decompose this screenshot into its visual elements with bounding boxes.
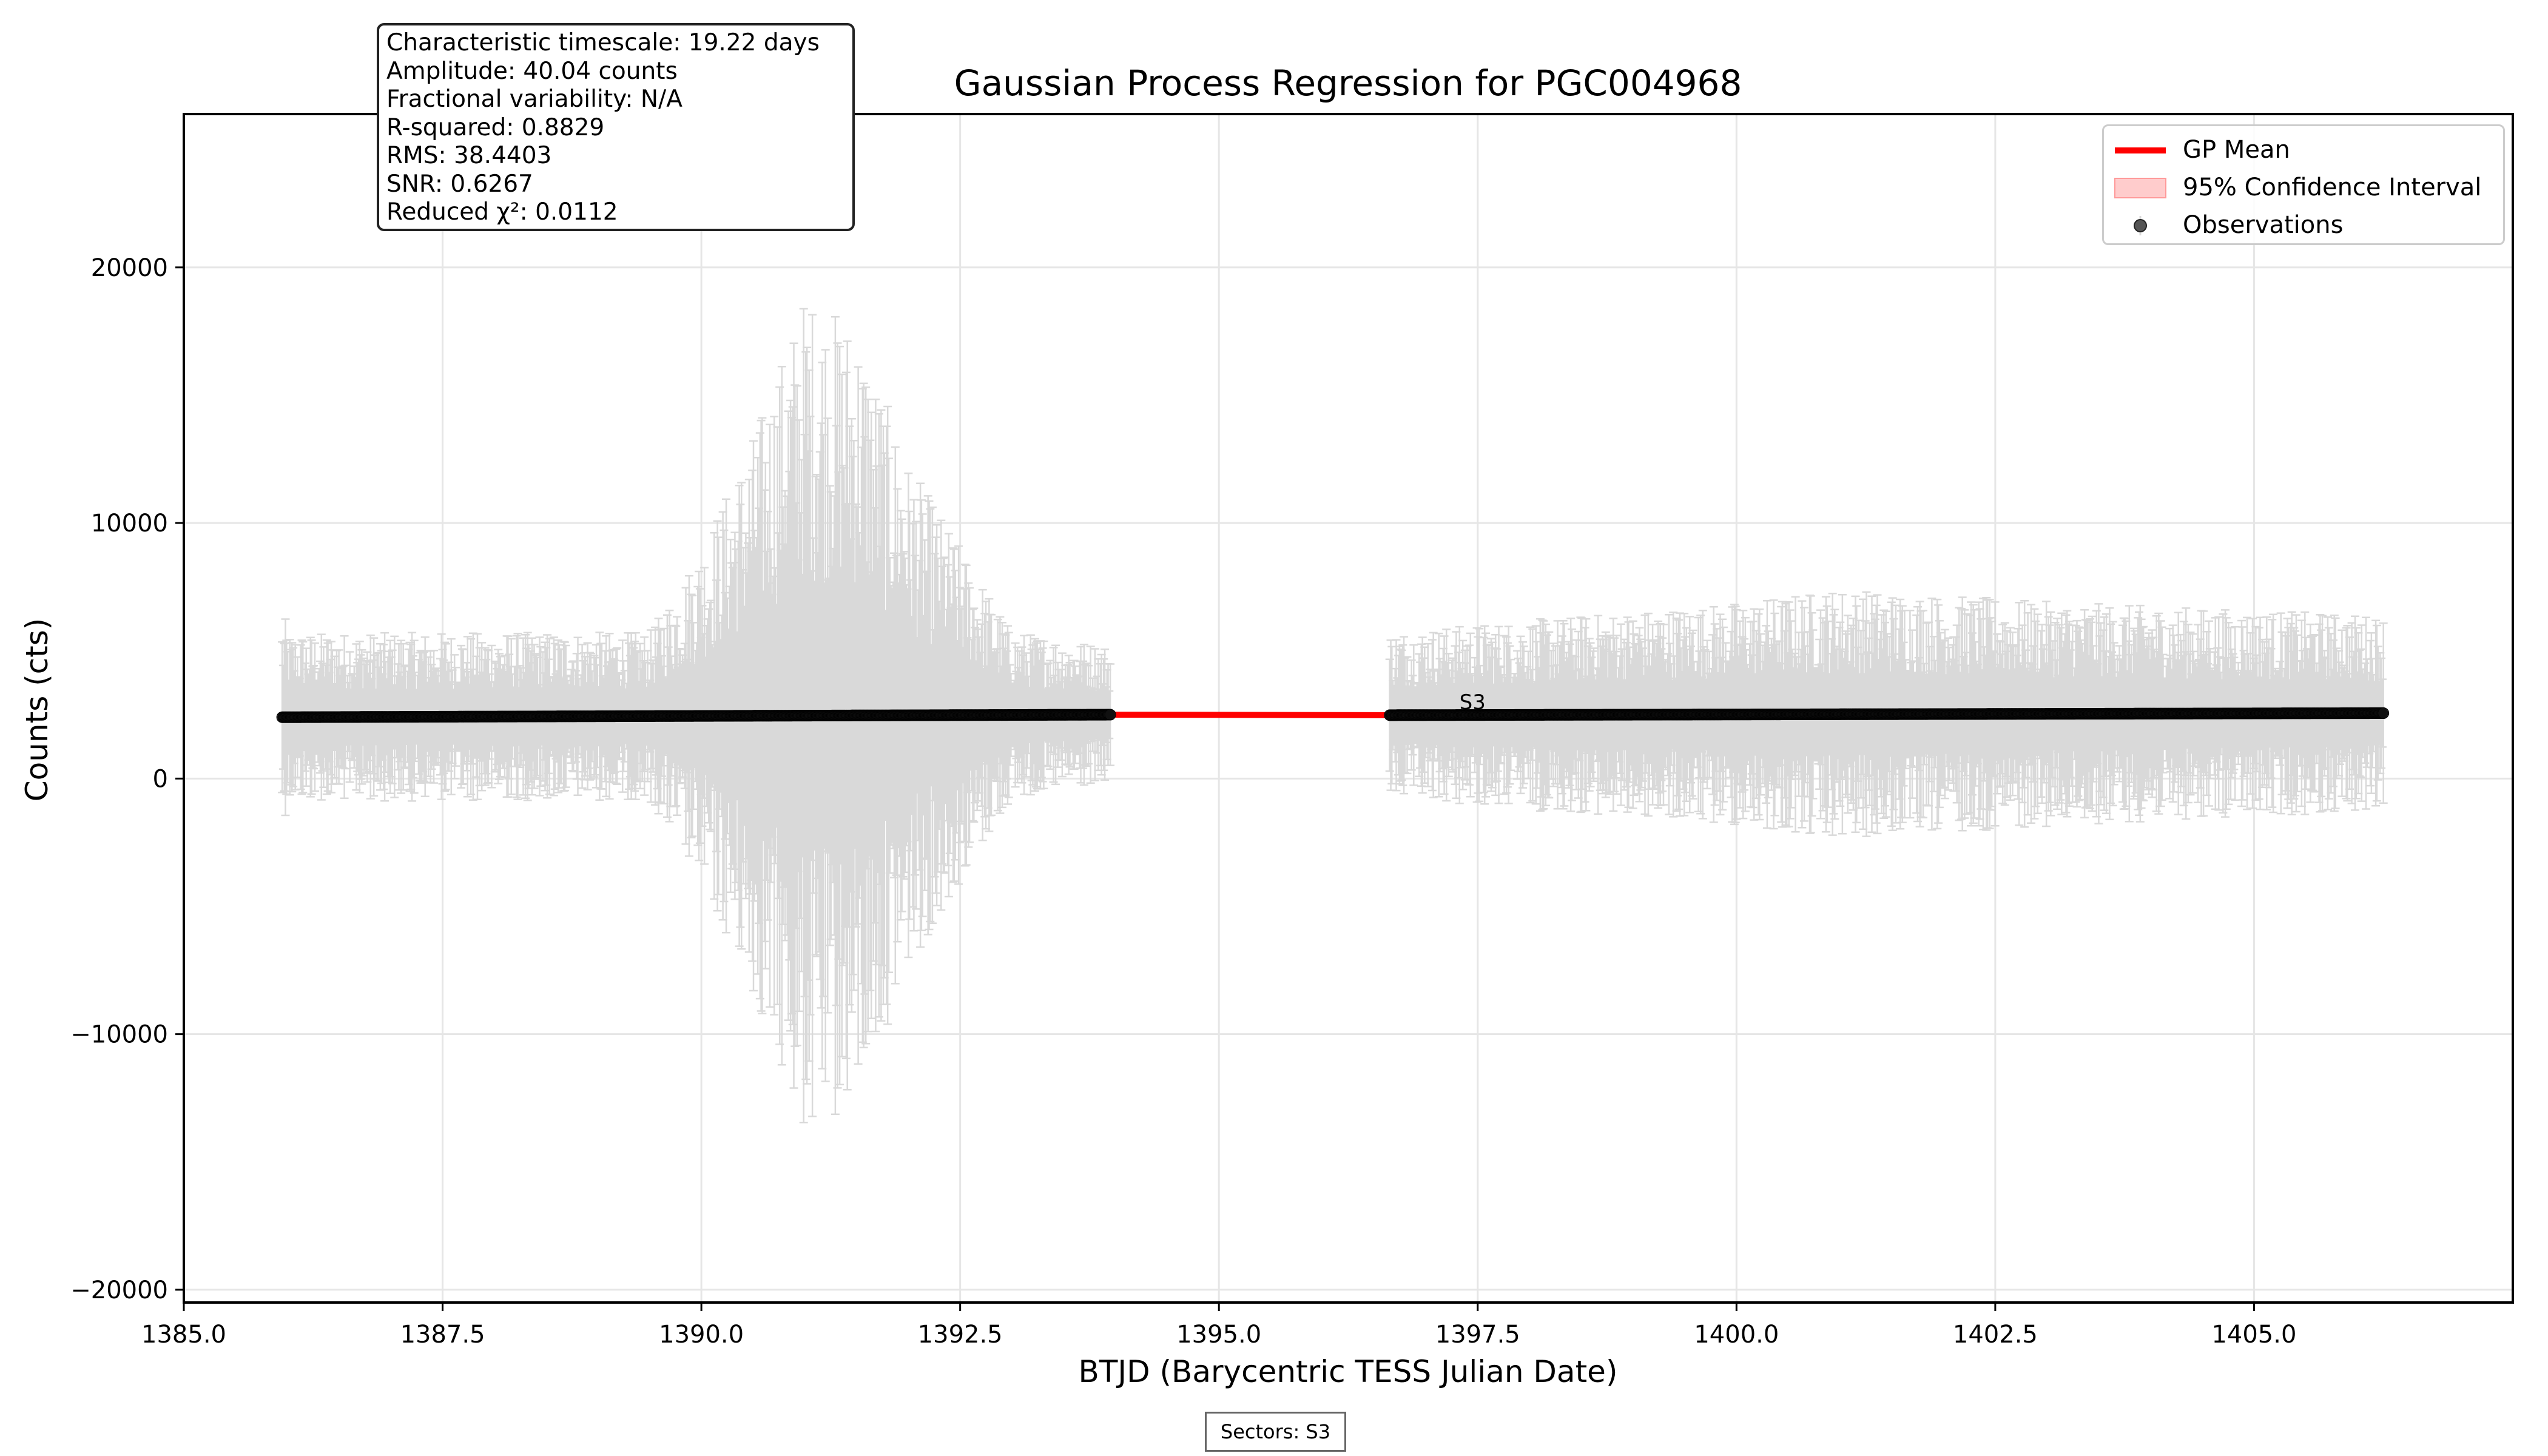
chart-title: Gaussian Process Regression for PGC00496… <box>954 62 1742 104</box>
y-axis-ticks: −20000 −10000 0 10000 20000 <box>70 254 184 1304</box>
x-axis-ticks: 1385.0 1387.5 1390.0 1392.5 1395.0 1397.5 1400… <box>141 1303 2296 1349</box>
legend-entry-observations: Observations <box>2104 207 2503 244</box>
stat-snr: SNR: 0.6267 <box>386 170 533 198</box>
fit-statistics-box: Characteristic timescale: 19.22 days Amp… <box>377 23 855 231</box>
stat-reduced-chi2: Reduced χ²: 0.0112 <box>386 198 618 226</box>
annotations-layer: S3 <box>1460 690 1486 715</box>
x-tick-label: 1400.0 <box>1694 1321 1779 1349</box>
legend-entry-gp-mean: GP Mean <box>2104 132 2503 169</box>
stat-timescale: Characteristic timescale: 19.22 days <box>386 29 820 56</box>
x-tick-label: 1392.5 <box>918 1321 1003 1349</box>
legend: GP Mean 95% Confidence Interval Observat… <box>2102 124 2505 245</box>
legend-marker-swatch <box>2134 216 2147 235</box>
x-axis-label: BTJD (Barycentric TESS Julian Date) <box>1079 1354 1618 1389</box>
legend-line-swatch <box>2115 147 2166 153</box>
legend-entry-confidence-interval: 95% Confidence Interval <box>2104 170 2503 206</box>
legend-label-observations: Observations <box>2183 211 2344 239</box>
y-tick-label: 10000 <box>91 510 168 538</box>
sector-annotation: S3 <box>1460 690 1486 715</box>
legend-label-gp-mean: GP Mean <box>2183 136 2290 164</box>
y-tick-label: −20000 <box>70 1276 168 1304</box>
observation-point <box>2378 707 2390 719</box>
legend-label-confidence-interval: 95% Confidence Interval <box>2183 174 2482 201</box>
y-tick-label: 0 <box>153 765 168 793</box>
x-tick-label: 1405.0 <box>2211 1321 2296 1349</box>
y-tick-label: −10000 <box>70 1021 168 1049</box>
stat-rms: RMS: 38.4403 <box>386 142 552 169</box>
x-tick-label: 1385.0 <box>141 1321 226 1349</box>
x-tick-label: 1397.5 <box>1435 1321 1520 1349</box>
x-tick-label: 1395.0 <box>1176 1321 1261 1349</box>
observation-point <box>1104 709 1116 721</box>
observations-layer <box>276 707 2390 723</box>
x-tick-label: 1390.0 <box>659 1321 744 1349</box>
stat-r-squared: R-squared: 0.8829 <box>386 113 605 141</box>
stat-fractional-variability: Fractional variability: N/A <box>386 86 682 113</box>
legend-patch-swatch <box>2114 178 2166 198</box>
plot-frame <box>183 113 2514 1304</box>
y-axis-label: Counts (cts) <box>19 618 55 802</box>
stat-amplitude: Amplitude: 40.04 counts <box>386 57 678 85</box>
x-tick-label: 1402.5 <box>1953 1321 2038 1349</box>
y-tick-label: 20000 <box>91 254 168 282</box>
x-tick-label: 1387.5 <box>400 1321 485 1349</box>
sectors-label: Sectors: S3 <box>1205 1412 1346 1452</box>
